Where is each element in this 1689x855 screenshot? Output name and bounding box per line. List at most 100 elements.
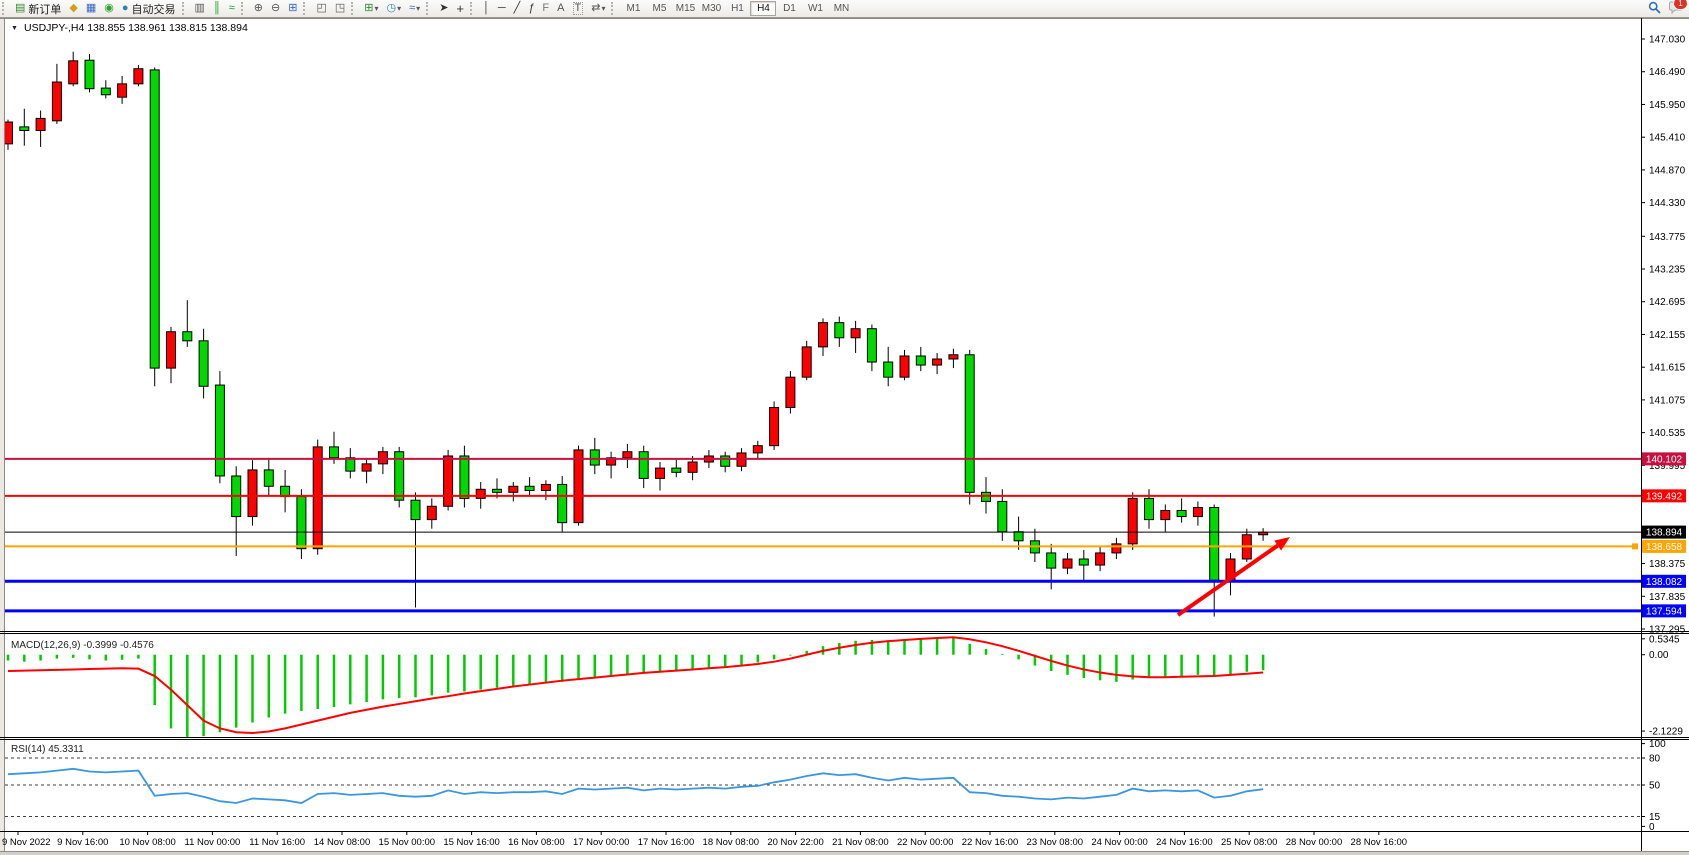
label-icon: T <box>572 2 584 15</box>
line-chart-button[interactable]: ≈ <box>225 0 239 17</box>
market-watch-button[interactable]: ◉ <box>100 0 118 17</box>
zoom-in-icon: ⊕ <box>253 2 264 14</box>
chart-background <box>0 18 1689 855</box>
candle-body <box>426 505 437 521</box>
price-axis[interactable]: 147.030 146.490 145.950 145.410 144.870 144.3… <box>1641 35 1686 833</box>
timeframe-M30[interactable]: M30 <box>701 3 722 14</box>
candle-body <box>508 485 519 493</box>
arrow-annotation[interactable] <box>1176 543 1279 617</box>
price-label-box <box>1642 539 1686 553</box>
charts-window-button[interactable]: ▦ <box>82 0 100 17</box>
cursor-tool-button[interactable]: ➤ <box>435 0 452 17</box>
date-label: 21 Nov 08:00 <box>832 837 889 848</box>
toolbar-separator <box>470 2 477 15</box>
date-label: 15 Nov 00:00 <box>379 837 436 848</box>
price-tick-label: 139.995 <box>1649 461 1686 472</box>
candle-body <box>133 68 144 85</box>
candle-body <box>915 355 926 366</box>
candle-body <box>589 449 600 466</box>
rsi-axis-label: 15 <box>1649 812 1661 823</box>
macd-layer <box>6 636 1265 737</box>
candle-body <box>475 488 486 499</box>
vertical-line-icon: │ <box>483 2 490 14</box>
timeframe-H1[interactable]: H1 <box>731 3 744 14</box>
crosshair-tool-button[interactable]: + <box>452 0 468 17</box>
timeframe-M5[interactable]: M5 <box>652 3 667 14</box>
price-tick-label: 142.155 <box>1649 330 1686 341</box>
arrange-charts-button[interactable]: ◰ <box>312 0 330 17</box>
channel-icon: F <box>542 2 550 14</box>
candle-body <box>1144 497 1154 521</box>
price-tick-label: 141.075 <box>1649 395 1686 406</box>
timeframe-H4[interactable]: H4 <box>750 1 777 16</box>
price-line-label: 139.492 <box>1646 491 1683 502</box>
timeframe-M15[interactable]: M15 <box>675 3 696 14</box>
symbol-dropdown-icon[interactable]: ▼ <box>11 25 18 32</box>
notifications-button[interactable]: 1 <box>1669 0 1688 17</box>
candle-body <box>117 83 128 98</box>
candle-body <box>1160 510 1171 521</box>
timeframe-bar: M1 M5 M15 M30 H1 H4 D1 W1 MN <box>620 1 854 16</box>
clock-icon: ◷ <box>386 2 397 14</box>
price-line-label: 138.082 <box>1646 577 1683 588</box>
template-button[interactable]: ≈ ▾ <box>405 0 424 17</box>
price-label-box <box>1642 489 1686 503</box>
candle-body <box>1078 558 1089 566</box>
gold-chart-button[interactable]: ◆ <box>65 0 81 17</box>
candlestick-chart-button[interactable]: ║ <box>209 0 225 17</box>
vertical-line-tool[interactable]: │ <box>479 0 494 17</box>
channel-tool[interactable]: F <box>538 0 553 17</box>
text-icon: A <box>557 2 565 14</box>
timeframe-M1[interactable]: M1 <box>626 3 641 14</box>
period-button[interactable]: ◷ ▾ <box>383 0 406 17</box>
zoom-out-button[interactable]: ⊖ <box>267 0 284 17</box>
toolbar-separator <box>2 2 9 15</box>
candle-body <box>1095 552 1106 566</box>
candle-body <box>801 346 812 378</box>
candle-body <box>540 483 551 492</box>
candle-body <box>1127 497 1138 545</box>
date-label: 24 Nov 00:00 <box>1091 837 1148 848</box>
chart-title: USDJPY-,H4 138.855 138.961 138.815 138.8… <box>24 22 248 34</box>
macd-axis-label: 0.00 <box>1649 650 1669 661</box>
add-indicator-button[interactable]: ⊞ ▾ <box>360 0 382 17</box>
chart-area[interactable]: 147.030 146.490 145.950 145.410 144.870 144.3… <box>0 18 1689 855</box>
timeframe-MN[interactable]: MN <box>833 3 850 14</box>
candle-body <box>312 446 323 550</box>
shapes-tool[interactable]: ⇄ ▾ <box>587 0 609 17</box>
price-line-label: 138.658 <box>1646 542 1683 553</box>
trendline-tool[interactable]: ╱ <box>510 0 525 17</box>
bar-chart-button[interactable]: ▥ <box>191 0 209 17</box>
candle-body <box>850 328 861 339</box>
fibonacci-tool[interactable]: ƒ <box>524 0 538 17</box>
date-label: 14 Nov 08:00 <box>314 837 371 848</box>
trendline-handle[interactable] <box>1632 543 1638 550</box>
macd-label: MACD(12,26,9) -0.3999 -0.4576 <box>11 640 154 651</box>
price-tick-label: 146.490 <box>1649 67 1686 78</box>
auto-trading-button[interactable]: ● 自动交易 <box>118 0 180 17</box>
candle-body <box>1192 506 1203 518</box>
cascade-charts-button[interactable]: ◳ <box>331 0 349 17</box>
candle-body <box>720 455 731 467</box>
candle-body <box>622 451 633 459</box>
chevron-down-icon: ▾ <box>397 4 402 13</box>
timeframe-D1[interactable]: D1 <box>783 3 796 14</box>
candle-body <box>1111 543 1122 554</box>
zoom-in-button[interactable]: ⊕ <box>250 0 267 17</box>
time-axis[interactable]: 9 Nov 2022 9 Nov 16:00 10 Nov 08:00 11 Nov … <box>2 832 1407 848</box>
date-label: 25 Nov 08:00 <box>1221 837 1278 848</box>
candle-body <box>573 449 584 524</box>
label-tool[interactable]: T <box>569 0 588 17</box>
horizontal-line-tool[interactable]: ─ <box>494 0 510 17</box>
tile-windows-button[interactable]: ⊞ <box>284 0 301 17</box>
candle-body <box>1258 531 1269 536</box>
search-button[interactable] <box>1648 1 1661 17</box>
date-label: 17 Nov 16:00 <box>638 837 695 848</box>
price-tick-label: 137.835 <box>1649 592 1686 603</box>
new-order-button[interactable]: ▤ 新订单 <box>11 0 65 17</box>
candle-body <box>68 60 79 85</box>
text-tool[interactable]: A <box>553 0 568 17</box>
date-label: 15 Nov 16:00 <box>443 837 500 848</box>
price-tick-label: 143.775 <box>1649 232 1686 243</box>
timeframe-W1[interactable]: W1 <box>807 3 823 14</box>
